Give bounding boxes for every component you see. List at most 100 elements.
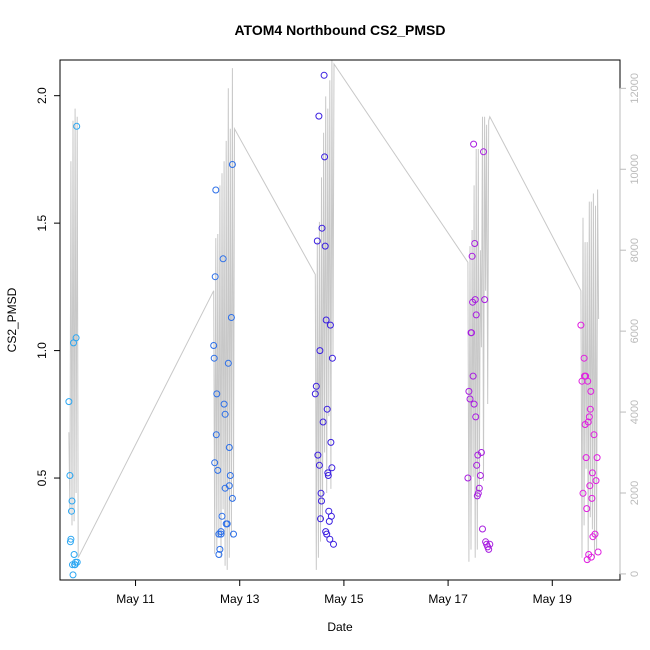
data-point — [485, 545, 493, 553]
data-point — [323, 405, 331, 413]
data-point — [324, 469, 332, 477]
x-tick-label: May 15 — [324, 592, 364, 606]
data-point — [322, 316, 330, 324]
data-point — [211, 273, 219, 281]
data-point — [315, 112, 323, 120]
data-point — [210, 354, 218, 362]
y-tick-label: 0.5 — [35, 469, 49, 486]
data-point — [319, 418, 327, 426]
data-point — [468, 329, 475, 337]
data-point — [68, 507, 75, 515]
data-point — [72, 334, 80, 342]
chart-title: ATOM4 Northbound CS2_PMSD — [234, 22, 445, 38]
data-point — [594, 548, 602, 556]
data-point — [217, 528, 225, 536]
data-point — [66, 472, 74, 479]
data-point — [67, 535, 75, 543]
data-point — [225, 482, 233, 490]
plot-frame — [59, 59, 621, 581]
data-point — [584, 418, 592, 426]
data-point — [212, 186, 220, 194]
data-point — [582, 454, 590, 462]
data-point — [587, 553, 595, 561]
data-point — [580, 354, 588, 362]
x-axis-label: Date — [327, 620, 353, 634]
data-point — [328, 354, 336, 362]
data-point — [588, 494, 596, 502]
right-tick-label: 6000 — [629, 319, 641, 343]
data-point — [313, 237, 321, 245]
data-point — [211, 459, 219, 467]
data-point — [593, 454, 601, 462]
x-tick-label: May 11 — [116, 592, 155, 606]
data-point — [592, 477, 600, 485]
data-point — [224, 359, 232, 367]
data-point — [327, 438, 335, 446]
x-tick-label: May 13 — [220, 592, 260, 606]
data-point — [471, 296, 479, 304]
y-tick-label: 2.0 — [35, 87, 49, 104]
volume-line — [68, 59, 600, 570]
data-point — [466, 395, 474, 403]
data-point — [316, 347, 324, 355]
data-point — [590, 431, 598, 439]
data-point — [219, 255, 227, 263]
data-point — [217, 530, 225, 538]
data-point — [69, 571, 77, 579]
data-point — [320, 71, 328, 79]
data-point — [73, 122, 81, 130]
data-point — [465, 387, 473, 395]
data-point — [213, 390, 221, 398]
data-point — [464, 474, 472, 482]
x-tick-label: May 17 — [428, 592, 468, 606]
right-tick-label: 8000 — [629, 238, 641, 262]
data-point — [311, 390, 319, 398]
data-point — [469, 372, 477, 380]
data-point — [215, 551, 223, 558]
data-point — [480, 148, 487, 156]
data-point — [228, 161, 236, 168]
data-point — [591, 530, 599, 538]
data-point — [65, 398, 73, 406]
y-tick-label: 1.5 — [35, 214, 49, 231]
data-point — [66, 538, 74, 546]
data-point — [73, 558, 81, 566]
right-tick-label: 4000 — [629, 400, 641, 424]
data-point — [212, 431, 220, 439]
right-tick-label: 12000 — [629, 73, 641, 104]
data-point — [468, 252, 476, 260]
data-point — [470, 400, 478, 408]
data-point — [326, 535, 334, 543]
data-point — [323, 530, 331, 538]
right-tick-label: 10000 — [629, 154, 641, 185]
data-point — [586, 405, 594, 413]
y-axis: 0.5 1.0 1.5 2.0 — [35, 87, 60, 486]
data-point — [579, 489, 587, 497]
data-point — [479, 525, 486, 533]
data-point — [225, 444, 233, 451]
data-point — [584, 377, 592, 385]
data-point — [321, 242, 329, 250]
data-point — [210, 342, 218, 349]
data-point — [583, 505, 591, 513]
data-point — [321, 153, 329, 161]
data-point — [214, 466, 222, 474]
right-tick-label: 0 — [629, 571, 641, 577]
line-layer — [68, 59, 600, 570]
right-tick-label: 2000 — [629, 481, 641, 505]
data-point — [317, 489, 325, 497]
data-point — [472, 413, 480, 421]
data-point — [587, 387, 595, 395]
data-point — [223, 520, 231, 528]
data-point — [471, 240, 479, 247]
y-tick-label: 1.0 — [35, 342, 49, 359]
data-point — [70, 551, 78, 558]
data-point — [475, 484, 483, 492]
data-point — [326, 321, 334, 329]
data-point — [221, 410, 229, 418]
data-point — [477, 449, 485, 456]
data-point — [577, 321, 585, 329]
points-layer — [65, 71, 602, 579]
data-point — [472, 311, 480, 319]
